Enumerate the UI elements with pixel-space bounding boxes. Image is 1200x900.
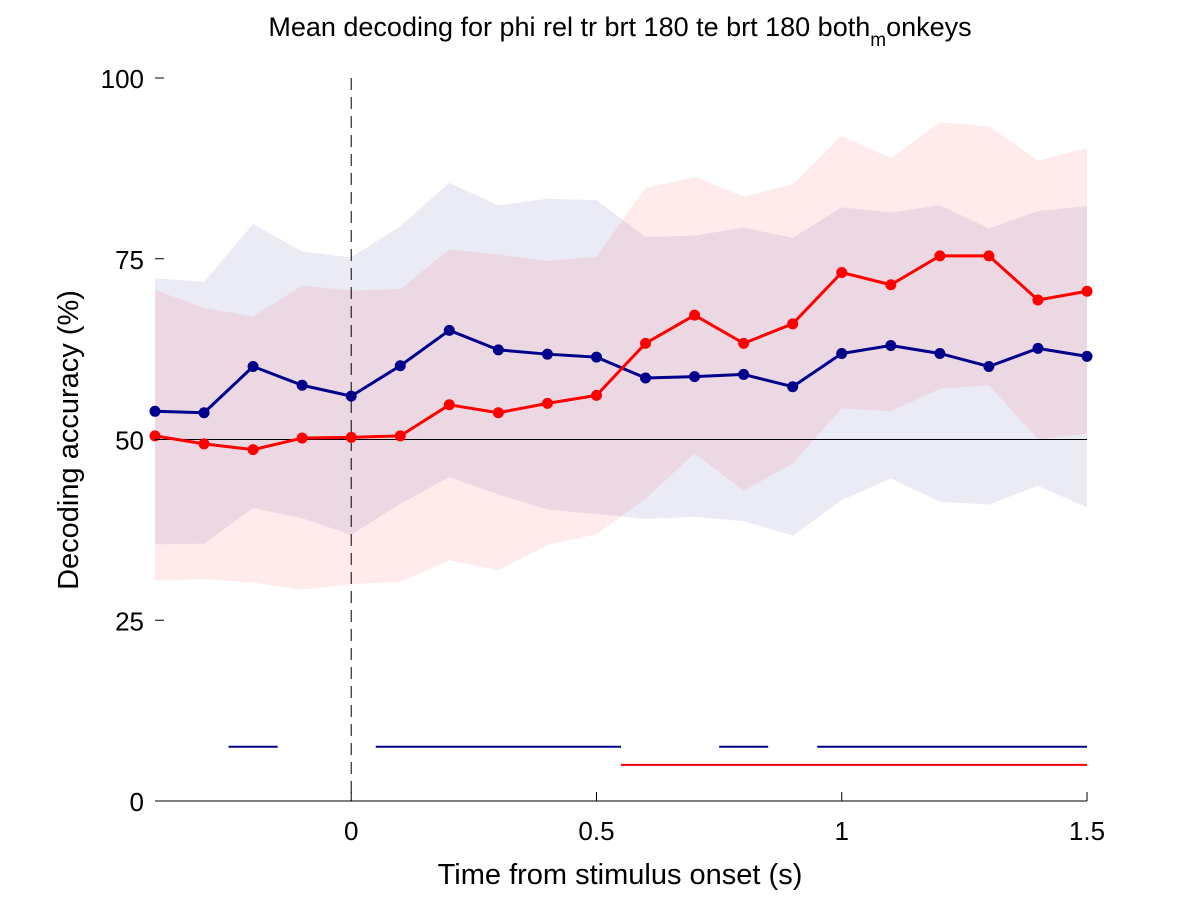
x-tick-label-3: 1.5 (1069, 816, 1105, 846)
data-point-0-13 (787, 381, 799, 393)
chart-title-main: Mean decoding for phi rel tr brt 180 te … (268, 12, 870, 42)
data-point-0-12 (738, 368, 750, 380)
confidence-bands (155, 122, 1087, 590)
data-point-0-16 (934, 347, 946, 359)
data-point-0-7 (492, 344, 504, 356)
data-point-0-18 (1032, 342, 1044, 354)
y-tick-label-4: 100 (101, 64, 144, 94)
data-point-1-1 (198, 438, 210, 450)
series-points (149, 250, 1093, 456)
y-tick-label-2: 50 (115, 426, 144, 456)
data-point-0-17 (983, 360, 995, 372)
data-point-1-13 (787, 318, 799, 330)
x-axis-label: Time from stimulus onset (s) (438, 859, 803, 891)
data-point-1-17 (983, 250, 995, 262)
data-point-1-12 (738, 337, 750, 349)
ticks: 0 0.5 1 1.5 0 25 50 75 100 (101, 64, 1105, 846)
data-point-1-8 (541, 397, 553, 409)
x-tick-label-2: 1 (835, 816, 849, 846)
confidence-band-1 (155, 122, 1087, 590)
data-point-1-6 (443, 399, 455, 411)
data-point-1-5 (394, 430, 406, 442)
data-point-0-10 (640, 372, 652, 384)
x-tick-label-1: 0.5 (578, 816, 614, 846)
y-tick-label-1: 25 (115, 606, 144, 636)
data-point-1-18 (1032, 294, 1044, 306)
data-point-0-15 (885, 340, 897, 352)
y-tick-label-3: 75 (115, 245, 144, 275)
series-line-1 (154, 254, 1088, 452)
data-point-0-14 (836, 347, 848, 359)
data-point-0-0 (149, 405, 161, 417)
data-point-0-3 (296, 379, 308, 391)
data-point-1-14 (836, 266, 848, 278)
data-point-1-2 (247, 444, 259, 456)
data-point-0-9 (590, 351, 602, 363)
data-point-0-11 (689, 371, 701, 383)
data-point-1-19 (1081, 285, 1093, 297)
confidence-band-0 (155, 182, 1087, 545)
x-tick-label-0: 0 (344, 816, 358, 846)
data-point-0-4 (345, 390, 357, 402)
data-point-1-4 (345, 431, 357, 443)
data-point-0-6 (443, 324, 455, 336)
data-point-1-16 (934, 250, 946, 262)
data-point-1-15 (885, 279, 897, 291)
y-tick-label-0: 0 (130, 787, 144, 817)
y-axis-label: Decoding accuracy (%) (53, 290, 85, 590)
data-point-0-5 (394, 360, 406, 372)
data-point-1-9 (590, 389, 602, 401)
data-point-1-3 (296, 432, 308, 444)
data-point-0-19 (1081, 350, 1093, 362)
data-point-1-10 (640, 337, 652, 349)
data-point-0-8 (541, 348, 553, 360)
chart-title-subscript: m (870, 30, 886, 51)
data-point-0-1 (198, 407, 210, 419)
data-point-1-7 (492, 407, 504, 419)
significance-bars (228, 745, 1087, 766)
series-lines (154, 254, 1088, 452)
chart-title: Mean decoding for phi rel tr brt 180 te … (268, 12, 971, 51)
data-point-1-0 (149, 430, 161, 442)
chart-title-tail: onkeys (886, 12, 972, 42)
data-point-1-11 (689, 309, 701, 321)
data-point-0-2 (247, 360, 259, 372)
